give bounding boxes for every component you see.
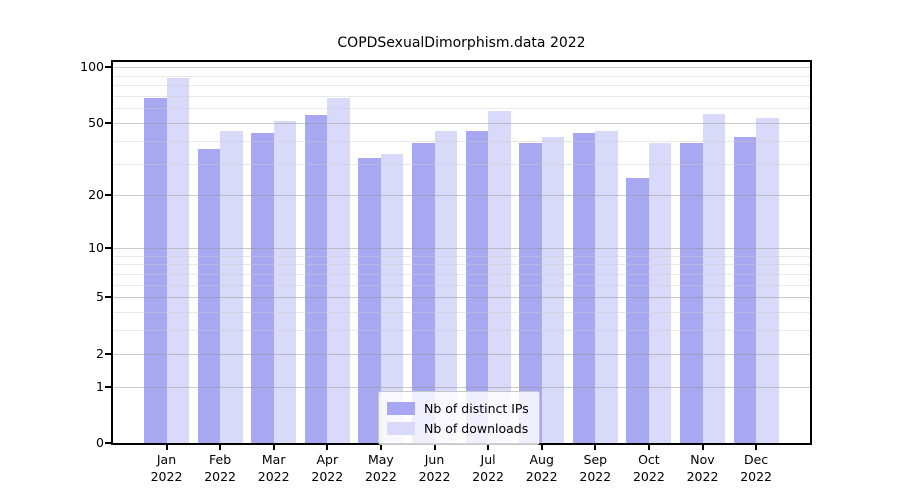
bar-downloads-jan [166, 77, 189, 443]
bars-layer [113, 62, 810, 443]
x-tick-label-jun: Jun 2022 [418, 452, 451, 484]
x-tick-mark-apr [326, 445, 329, 450]
minor-gridline-30 [113, 164, 810, 165]
bar-distinct-ips-jul [465, 131, 489, 443]
x-tick-mark-sep [594, 445, 597, 450]
bar-downloads-may [380, 153, 404, 443]
major-gridline-20 [113, 195, 810, 196]
x-tick-mark-nov [701, 445, 704, 450]
y-tick-label-100: 100 [80, 59, 104, 75]
y-tick-mark-2 [105, 352, 111, 355]
y-tick-label-50: 50 [88, 115, 104, 131]
bar-distinct-ips-jun [412, 142, 435, 443]
chart-title: COPDSexualDimorphism.data 2022 [337, 35, 586, 51]
legend-item-distinct-ips: Nb of distinct IPs [387, 398, 529, 418]
y-tick-label-10: 10 [88, 239, 104, 255]
minor-gridline-80 [113, 85, 810, 86]
bar-distinct-ips-feb [197, 149, 221, 443]
major-gridline-100 [113, 67, 810, 68]
x-tick-mark-oct [647, 445, 650, 450]
y-tick-label-0: 0 [96, 435, 104, 450]
legend-label-downloads: Nb of downloads [424, 420, 529, 436]
x-tick-label-feb: Feb 2022 [204, 452, 236, 484]
x-tick-mark-may [379, 445, 382, 450]
bar-distinct-ips-aug [519, 142, 542, 443]
plot-area: Nb of distinct IPs Nb of downloads [111, 60, 812, 445]
x-tick-label-dec: Dec 2022 [740, 452, 772, 484]
legend: Nb of distinct IPs Nb of downloads [378, 391, 540, 445]
minor-gridline-4 [113, 312, 810, 313]
y-tick-mark-1 [105, 385, 111, 388]
x-tick-mark-jun [433, 445, 436, 450]
x-tick-label-nov: Nov 2022 [686, 452, 719, 484]
bar-distinct-ips-mar [251, 133, 274, 443]
legend-swatch-downloads [387, 421, 415, 435]
bar-downloads-feb [220, 131, 243, 443]
x-tick-label-jul: Jul 2022 [472, 452, 504, 484]
y-tick-mark-0 [105, 442, 111, 444]
minor-gridline-7 [113, 274, 810, 275]
major-gridline-2 [113, 354, 810, 355]
y-tick-label-1: 1 [96, 378, 104, 394]
x-tick-label-apr: Apr 2022 [311, 452, 344, 484]
major-gridline-50 [113, 123, 810, 124]
x-tick-label-may: May 2022 [364, 452, 397, 484]
minor-gridline-90 [113, 76, 810, 77]
grid-layer [113, 62, 810, 443]
x-tick-mark-jan [165, 445, 168, 450]
legend-swatch-distinct-ips [387, 401, 415, 415]
bar-downloads-jun [434, 131, 457, 443]
x-tick-label-jan: Jan 2022 [150, 452, 183, 484]
bar-downloads-sep [595, 131, 618, 443]
major-gridline-5 [113, 297, 810, 298]
y-tick-label-5: 5 [96, 289, 104, 305]
bar-distinct-ips-apr [304, 115, 328, 443]
bar-downloads-oct [648, 142, 672, 443]
bar-downloads-nov [702, 114, 725, 443]
y-tick-mark-10 [105, 246, 111, 249]
x-tick-label-sep: Sep 2022 [579, 452, 612, 484]
y-tick-mark-5 [105, 296, 111, 299]
legend-item-downloads: Nb of downloads [387, 418, 529, 438]
minor-gridline-70 [113, 96, 810, 97]
bar-downloads-dec [756, 118, 779, 443]
x-tick-mark-dec [755, 445, 758, 450]
bar-downloads-jul [488, 111, 511, 443]
legend-label-distinct-ips: Nb of distinct IPs [424, 400, 529, 416]
bar-distinct-ips-may [358, 158, 381, 443]
bar-distinct-ips-dec [733, 136, 757, 443]
y-tick-mark-20 [105, 194, 111, 197]
minor-gridline-8 [113, 264, 810, 265]
bar-distinct-ips-jan [144, 98, 167, 443]
minor-gridline-40 [113, 141, 810, 142]
bar-downloads-apr [327, 98, 350, 443]
minor-gridline-60 [113, 108, 810, 109]
y-tick-label-2: 2 [96, 345, 104, 361]
y-tick-mark-100 [105, 66, 111, 69]
x-tick-label-oct: Oct 2022 [632, 452, 665, 484]
major-gridline-10 [113, 248, 810, 249]
x-tick-mark-aug [540, 445, 543, 450]
bar-distinct-ips-sep [572, 133, 596, 443]
minor-gridline-3 [113, 330, 810, 331]
y-tick-label-20: 20 [88, 187, 104, 203]
bar-distinct-ips-nov [680, 142, 703, 443]
minor-gridline-9 [113, 256, 810, 257]
major-gridline-1 [113, 387, 810, 388]
y-tick-mark-50 [105, 122, 111, 125]
x-tick-mark-mar [272, 445, 275, 450]
x-tick-mark-feb [219, 445, 222, 450]
x-tick-mark-jul [487, 445, 490, 450]
minor-gridline-6 [113, 285, 810, 286]
bar-distinct-ips-oct [626, 177, 649, 443]
bar-downloads-aug [541, 136, 565, 443]
bar-downloads-mar [273, 121, 297, 443]
x-tick-label-aug: Aug 2022 [525, 452, 558, 484]
x-tick-label-mar: Mar 2022 [257, 452, 290, 484]
